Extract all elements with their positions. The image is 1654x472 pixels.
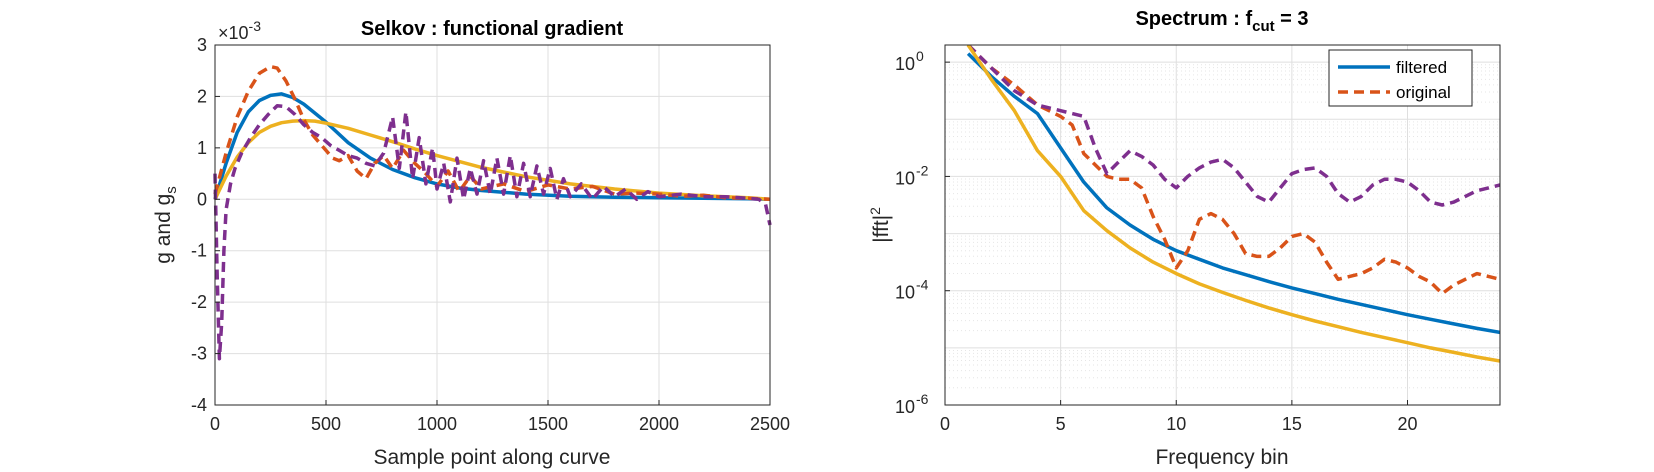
spectrum-title-tail: = 3: [1275, 8, 1309, 30]
gradient-y-tick-label: -1: [191, 241, 207, 261]
gradient-y-tick-label: -3: [191, 344, 207, 364]
gradient-y-tick-label: -2: [191, 292, 207, 312]
gradient-y-axis-label: g and gs: [152, 186, 180, 264]
spectrum-x-tick-label: 10: [1166, 414, 1186, 434]
gradient-y-tick-label: 0: [197, 189, 207, 209]
gradient-y-tick-label: 3: [197, 35, 207, 55]
gradient-y-tick-label: 2: [197, 86, 207, 106]
gradient-x-tick-label: 1500: [528, 414, 568, 434]
gradient-x-tick-label: 2500: [750, 414, 790, 434]
spectrum-y-axis-label: |fft|2: [867, 207, 893, 243]
gradient-x-tick-label: 2000: [639, 414, 679, 434]
gradient-y-tick-label: -4: [191, 395, 207, 415]
spectrum-x-axis-label: Frequency bin: [1155, 446, 1288, 469]
gradient-series-purple-dashed: [213, 103, 772, 361]
spectrum-series-group: [966, 45, 1500, 363]
spectrum-y-tick-exponent: -4: [916, 277, 929, 293]
gradient-y-label-sub: s: [163, 186, 180, 194]
gradient-y-exponent-base: ×10: [218, 23, 249, 43]
spectrum-y-tick-exponent: 0: [916, 48, 924, 64]
spectrum-x-tick-label: 20: [1397, 414, 1417, 434]
spectrum-x-tick-label: 15: [1282, 414, 1302, 434]
spectrum-y-tick-exponent: -2: [916, 162, 929, 178]
gradient-ticks: 0 500 1000 1500 2000 2500 -4 -3 -2 -1 0 1 2 3: [191, 35, 790, 434]
legend-box: [1328, 49, 1473, 107]
spectrum-y-label-sup: 2: [867, 207, 883, 215]
spectrum-y-tick-label: 10: [895, 397, 915, 417]
spectrum-y-tick-exponent: -6: [916, 391, 929, 407]
spectrum-y-tick-label: 10: [895, 283, 915, 303]
spectrum-grid: [944, 45, 1500, 406]
spectrum-title-sub: cut: [1252, 18, 1275, 35]
gradient-y-exponent-power: -3: [249, 18, 262, 34]
legend-label-filtered: filtered: [1396, 58, 1447, 77]
spectrum-series-purple-dashed: [966, 45, 1500, 207]
gradient-x-tick-label: 0: [210, 414, 220, 434]
spectrum-x-tick-label: 0: [940, 414, 950, 434]
spectrum-series-filtered: [966, 52, 1500, 335]
spectrum-y-tick-label: 10: [895, 54, 915, 74]
spectrum-y-tick-label: 10: [895, 168, 915, 188]
spectrum-series-yellow: [966, 45, 1500, 363]
gradient-series-blue: [213, 92, 771, 202]
spectrum-axes-box: [944, 44, 1501, 406]
legend-label-original: original: [1396, 83, 1451, 102]
gradient-y-label-main: g and g: [152, 194, 175, 264]
gradient-x-tick-label: 500: [311, 414, 341, 434]
spectrum-legend: filtered original: [1328, 49, 1473, 107]
spectrum-series-original: [966, 45, 1500, 296]
gradient-chart: 0 500 1000 1500 2000 2500 -4 -3 -2 -1 0 1 2 3 Selkov …: [152, 18, 790, 469]
gradient-chart-title: Selkov : functional gradient: [361, 18, 624, 40]
gradient-series-group: [213, 64, 772, 361]
gradient-y-exponent: ×10-3: [218, 18, 261, 43]
gradient-y-tick-label: 1: [197, 138, 207, 158]
spectrum-y-label-main: |fft|: [870, 215, 893, 243]
gradient-x-axis-label: Sample point along curve: [374, 446, 611, 469]
gradient-axes-box: [214, 44, 771, 406]
spectrum-chart-title: Spectrum : fcut = 3: [1135, 8, 1308, 35]
spectrum-title-main: Spectrum : f: [1135, 8, 1252, 30]
gradient-x-tick-label: 1000: [417, 414, 457, 434]
spectrum-x-tick-label: 5: [1056, 414, 1066, 434]
